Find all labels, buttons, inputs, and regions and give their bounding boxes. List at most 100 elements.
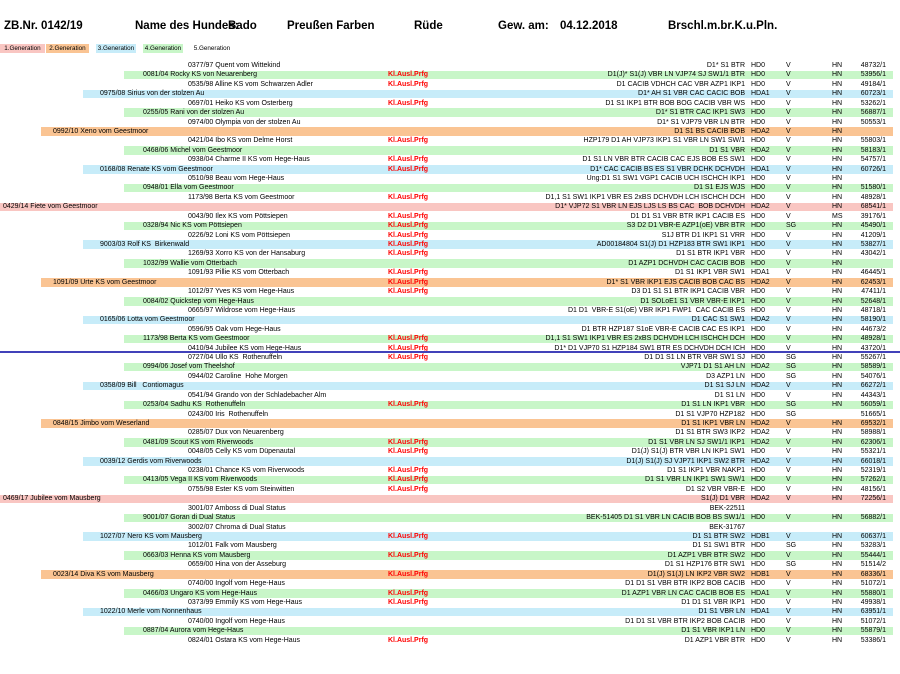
hd-value: HDA2 bbox=[751, 278, 770, 286]
club-code: HN bbox=[832, 306, 843, 314]
tab-generation-1[interactable]: 1.Generation bbox=[0, 44, 45, 53]
pedigree-row[interactable]: 0358/09 Bill Contiomagus D1 S1 SJ LN HDA2 V… bbox=[0, 381, 900, 391]
club-code: HN bbox=[832, 184, 843, 192]
klausl-flag: Kl.Ausl.Prfg bbox=[388, 165, 429, 173]
tab-generation-3[interactable]: 3.Generation bbox=[96, 44, 136, 53]
generation-highlight bbox=[0, 494, 893, 504]
dog-id-name: 0659/00 Hina von der Asseburg bbox=[188, 561, 287, 569]
pedigree-row[interactable]: 0740/00 Ingolf vom Hege-Haus D1 D1 S1 VBR… bbox=[0, 579, 900, 588]
pedigree-row[interactable]: 3001/07 Amboss di Dual Status BEK-22511 bbox=[0, 504, 900, 513]
pedigree-row[interactable]: 0659/00 Hina von der Asseburg D1 S1 HZP17… bbox=[0, 560, 900, 569]
pedigree-row[interactable]: 0023/14 Diva KS vom Mausberg Kl.Ausl.Prfg… bbox=[0, 570, 900, 579]
pedigree-row[interactable]: 0974/00 Olympia von der stolzen Au D1* S1… bbox=[0, 118, 900, 127]
pedigree-row[interactable]: 1032/99 Wallie vom Otterbach D1 AZP1 DCHV… bbox=[0, 259, 900, 268]
hd-value: HD0 bbox=[751, 467, 766, 475]
pedigree-row[interactable]: 0243/00 Iris Rothenuffeln D1 S1 VJP70 HZP… bbox=[0, 410, 900, 419]
pedigree-row[interactable]: 9003/03 Rolf KS Birkenwald Kl.Ausl.Prfg AD… bbox=[0, 240, 900, 249]
dog-titles: D1 D1 S1 LN BTR VBR SW1 SJ bbox=[644, 354, 745, 362]
form-rating: V bbox=[786, 80, 791, 88]
dog-titles: D1 S1 VBR LN IKP1 SW1 SW/1 bbox=[645, 476, 745, 484]
pedigree-row[interactable]: 1173/98 Berta KS vom Geestmoor Kl.Ausl.Pr… bbox=[0, 193, 900, 202]
hd-value: HD0 bbox=[751, 561, 766, 569]
pedigree-row[interactable]: 0596/95 Oak vom Hege-Haus D1 BTR HZP187 S… bbox=[0, 325, 900, 334]
pedigree-row[interactable]: 1012/97 Yves KS vom Hege-Haus Kl.Ausl.Prf… bbox=[0, 287, 900, 296]
zb-number-value: 55803/1 bbox=[860, 137, 886, 145]
pedigree-row[interactable]: 0887/04 Aurora vom Hege-Haus D1 S1 VBR IK… bbox=[0, 626, 900, 636]
pedigree-row[interactable]: 0944/02 Caroline Hohe Morgen D3 AZP1 LN HD… bbox=[0, 372, 900, 381]
pedigree-row[interactable]: 0755/98 Ester KS vom Steinwitten Kl.Ausl.… bbox=[0, 485, 900, 494]
tab-generation-5[interactable]: 5.Generation bbox=[192, 44, 232, 53]
pedigree-row[interactable]: 0541/94 Grando von der Schladebacher Alm… bbox=[0, 391, 900, 400]
pedigree-row[interactable]: 1269/93 Xorro KS von der Hansaburg Kl.Aus… bbox=[0, 249, 900, 258]
pedigree-row[interactable]: 0048/05 Celly KS vom Düpenautal Kl.Ausl.P… bbox=[0, 447, 900, 456]
pedigree-row[interactable]: 1091/93 Pillie KS vom Otterbach Kl.Ausl.P… bbox=[0, 268, 900, 277]
pedigree-row[interactable]: 0938/04 Charme II KS vom Hege-Haus Kl.Aus… bbox=[0, 155, 900, 164]
pedigree-row[interactable]: 0168/08 Renate KS vom Geestmoor Kl.Ausl.P… bbox=[0, 165, 900, 174]
pedigree-row[interactable]: 0663/03 Henna KS vom Mausberg Kl.Ausl.Prf… bbox=[0, 551, 900, 560]
generation-highlight bbox=[124, 626, 893, 636]
pedigree-row[interactable]: 1012/01 Falk vom Mausberg D1 S1 SW1 BTR HD… bbox=[0, 541, 900, 550]
dog-titles: D1 S1 BTR SW2 bbox=[692, 533, 745, 540]
pedigree-row[interactable]: 1022/10 Merle vom Nonnenhaus D1 S1 VBR LN… bbox=[0, 607, 900, 617]
pedigree-row[interactable]: 0481/09 Scout KS vom Riverwoods Kl.Ausl.P… bbox=[0, 438, 900, 447]
pedigree-row[interactable]: 0413/05 Vega II KS vom Riverwoods Kl.Ausl… bbox=[0, 475, 900, 485]
pedigree-row[interactable]: 0043/90 Ilex KS vom Pöttsiepen Kl.Ausl.Pr… bbox=[0, 212, 900, 221]
pedigree-row[interactable]: 0285/07 Dux von Neuarenberg D1 S1 BTR SW3… bbox=[0, 428, 900, 437]
dog-titles: AD00184804 S1(J) D1 HZP183 BTR SW1 IKP1 bbox=[596, 240, 745, 248]
tab-generation-2-label: 2.Generation bbox=[49, 45, 86, 52]
pedigree-row[interactable]: 0429/14 Fiete vom Geestmoor D1* VJP72 S1 … bbox=[0, 202, 900, 212]
pedigree-row[interactable]: 0994/06 Josef vom Theelshof VJP71 D1 S1 A… bbox=[0, 362, 900, 372]
pedigree-row[interactable]: 0421/04 Ibo KS vom Delme Horst Kl.Ausl.Pr… bbox=[0, 136, 900, 145]
pedigree-row[interactable]: 1091/09 Urte KS vom Geestmoor Kl.Ausl.Prf… bbox=[0, 278, 900, 287]
pedigree-row[interactable]: 0255/05 Rani von der stolzen Au D1* S1 BT… bbox=[0, 108, 900, 118]
pedigree-row[interactable]: 0253/04 Sadhu KS Rothenuffeln Kl.Ausl.Prf… bbox=[0, 400, 900, 410]
tab-generation-2[interactable]: 2.Generation bbox=[46, 44, 89, 53]
pedigree-row[interactable]: 0328/94 Nic KS vom Pöttsiepen Kl.Ausl.Prf… bbox=[0, 221, 900, 231]
pedigree-row[interactable]: 0373/99 Emmily KS vom Hege-Haus Kl.Ausl.P… bbox=[0, 598, 900, 607]
dog-titles: D1 S2 VBR VBR-E bbox=[685, 485, 745, 493]
generation-highlight bbox=[124, 296, 893, 306]
form-rating: V bbox=[786, 467, 791, 475]
club-code: HN bbox=[832, 222, 843, 230]
pedigree-row[interactable]: 0084/02 Quickstep vom Hege-Haus D1 SOLoE1… bbox=[0, 296, 900, 306]
dog-name-label: Name des Hundes: bbox=[135, 20, 239, 32]
club-code: HN bbox=[832, 617, 843, 625]
pedigree-row[interactable]: 0535/98 Alline KS vom Schwarzen Adler Kl.… bbox=[0, 80, 900, 89]
dog-id-name: 1091/93 Pillie KS vom Otterbach bbox=[188, 269, 290, 277]
zb-number-value: 39176/1 bbox=[860, 212, 886, 220]
pedigree-row[interactable]: 0510/98 Beau vom Hege-Haus Ung:D1 S1 SW1 … bbox=[0, 174, 900, 183]
pedigree-row[interactable]: 0081/04 Rocky KS von Neuarenberg Kl.Ausl.… bbox=[0, 70, 900, 80]
pedigree-row[interactable]: 9001/07 Goran di Dual Status BEK-51405 D1… bbox=[0, 513, 900, 523]
dog-titles: D1 D1 VBR-E S1(oE) VBR IKP1 FWP1 CAC CAC… bbox=[568, 306, 745, 314]
dog-titles: D1 S1 HZP176 BTR SW1 bbox=[664, 561, 745, 569]
pedigree-row[interactable]: 0848/15 Jimbo vom Weserland D1 S1 IKP1 VB… bbox=[0, 419, 900, 428]
pedigree-row[interactable]: 0466/03 Ungaro KS vom Hege-Haus Kl.Ausl.P… bbox=[0, 588, 900, 598]
pedigree-row[interactable]: 0727/04 Ullo KS Rothenuffeln Kl.Ausl.Prfg… bbox=[0, 353, 900, 362]
klausl-flag: Kl.Ausl.Prfg bbox=[388, 193, 429, 201]
pedigree-row[interactable]: 0165/06 Lotta vom Geestmoor D1 CAC S1 SW1… bbox=[0, 315, 900, 325]
pedigree-row[interactable]: 0469/17 Jubilee vom Mausberg S1(J) D1 VBR… bbox=[0, 494, 900, 504]
pedigree-row[interactable]: 0975/08 Sirius von der stolzen Au D1* AH … bbox=[0, 89, 900, 99]
coat-color-code: Brschl.m.br.K.u.Pln. bbox=[668, 20, 778, 32]
pedigree-row[interactable]: 0824/01 Ostara KS vom Hege-Haus Kl.Ausl.P… bbox=[0, 636, 900, 645]
pedigree-row[interactable]: 0740/00 Ingolf vom Hege-Haus D1 D1 S1 VBR… bbox=[0, 617, 900, 626]
pedigree-row[interactable]: 0665/97 Wildrose vom Hege-Haus D1 D1 VBR-… bbox=[0, 306, 900, 315]
pedigree-row[interactable]: 0238/01 Chance KS vom Riverwoods Kl.Ausl.… bbox=[0, 466, 900, 475]
generation-highlight bbox=[124, 221, 893, 231]
tab-generation-4[interactable]: 4.Generation bbox=[143, 44, 183, 53]
pedigree-row[interactable]: 1173/98 Berta KS vom Geestmoor Kl.Ausl.Pr… bbox=[0, 334, 900, 344]
pedigree-row[interactable]: 0468/06 Michel vom Geestmoor D1 S1 VBR HDA… bbox=[0, 146, 900, 155]
pedigree-row[interactable]: 0226/92 Loni KS vom Pöttsiepen Kl.Ausl.Pr… bbox=[0, 231, 900, 240]
pedigree-row[interactable]: 3002/07 Chroma di Dual Status BEK-31767 bbox=[0, 523, 900, 532]
pedigree-row[interactable]: 0948/01 Ella vom Geestmoor D1 S1 EJS WJS H… bbox=[0, 183, 900, 193]
pedigree-row[interactable]: 0377/97 Quent vom Wittekind D1* S1 BTR HD0… bbox=[0, 61, 900, 70]
pedigree-row[interactable]: 0992/10 Xeno vom Geestmoor D1 S1 BS CACIB… bbox=[0, 127, 900, 136]
pedigree-row[interactable]: 0697/01 Heiko KS vom Osterberg Kl.Ausl.Pr… bbox=[0, 99, 900, 108]
pedigree-row[interactable]: 1027/07 Nero KS vom Mausberg Kl.Ausl.Prfg… bbox=[0, 532, 900, 542]
pedigree-row[interactable]: 0039/12 Gerdis vom Riverwoods D1(J) S1(J)… bbox=[0, 457, 900, 466]
pedigree-row[interactable]: 0410/94 Jubilee KS vom Hege-Haus Kl.Ausl.… bbox=[0, 344, 900, 353]
zb-number-value: 43720/1 bbox=[860, 344, 886, 352]
zb-number-value: 48928/1 bbox=[860, 193, 886, 201]
hd-value: HDA1 bbox=[751, 165, 770, 173]
